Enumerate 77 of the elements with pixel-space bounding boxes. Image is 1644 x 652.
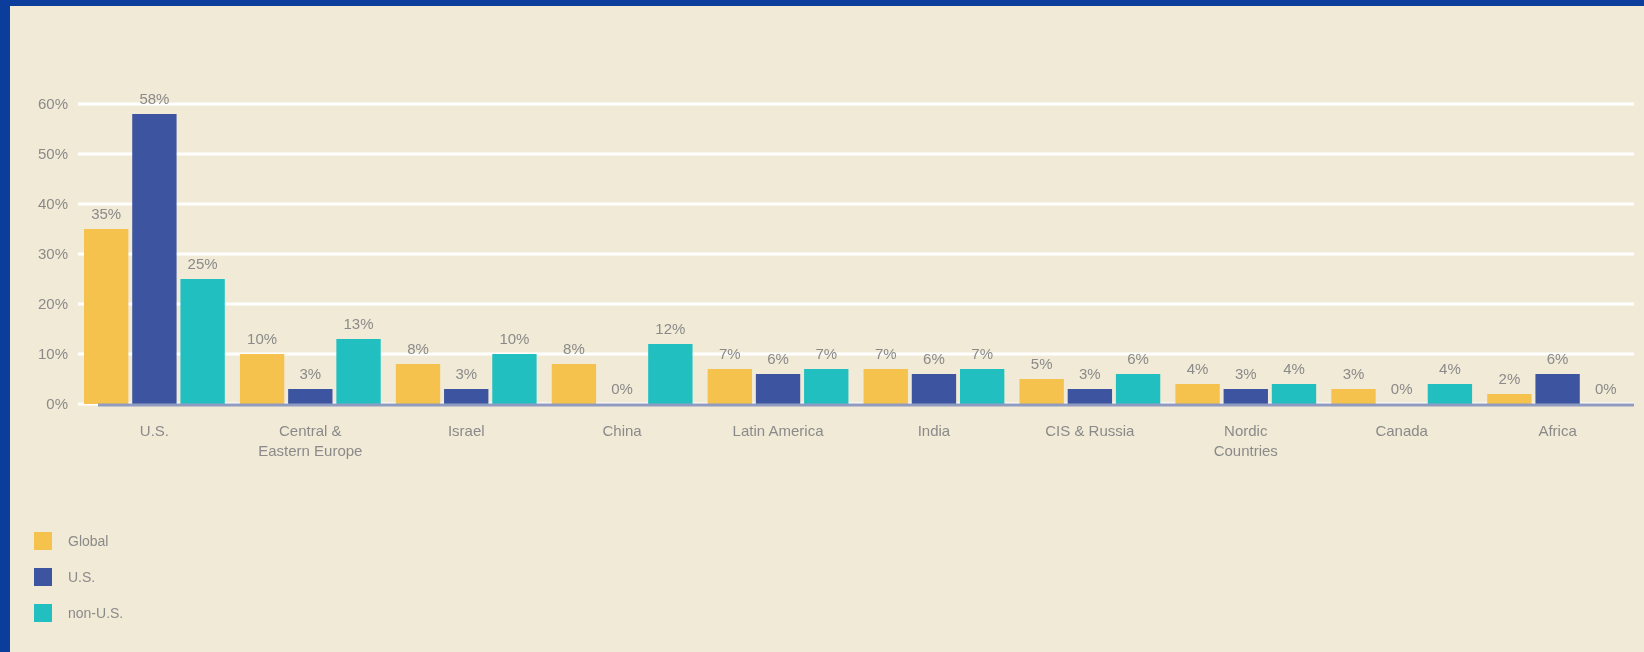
y-tick-label: 60% (37, 95, 68, 113)
bar (911, 374, 957, 404)
text: 4% (1439, 360, 1461, 377)
text: 3% (455, 365, 478, 382)
text: 8% (407, 340, 429, 357)
x-tick-label: Latin America (732, 422, 825, 439)
bar (180, 279, 225, 404)
text: 4% (1186, 360, 1209, 377)
bar (804, 369, 849, 404)
bar (1115, 374, 1161, 404)
bar (551, 364, 597, 404)
text: 0% (1390, 380, 1413, 397)
legend-label: Global (68, 533, 109, 549)
text: 7% (718, 345, 741, 362)
bar (132, 114, 177, 404)
y-tick-label: 10% (37, 345, 68, 363)
text: 5% (1030, 355, 1053, 372)
text: 7% (874, 345, 897, 362)
bar (1487, 394, 1532, 404)
text: 3% (1079, 365, 1101, 382)
bar (1427, 384, 1473, 404)
y-tick-label: 30% (37, 245, 68, 263)
text: 10% (499, 330, 530, 347)
text: 12% (655, 320, 686, 337)
y-tick-label: 0% (46, 395, 68, 413)
text: 6% (1127, 350, 1149, 367)
x-tick-label: CIS & Russia (1045, 422, 1136, 439)
text: 7% (971, 345, 994, 362)
text: 4% (1283, 360, 1305, 377)
text: 58% (139, 90, 170, 107)
bar (1271, 384, 1317, 404)
bar (444, 389, 489, 404)
bar (1067, 389, 1113, 404)
text: 8% (563, 340, 585, 357)
bar (863, 369, 908, 404)
bar (1175, 384, 1220, 404)
text: 35% (91, 205, 122, 222)
x-tick-label: Nordic Countries (1213, 422, 1278, 459)
bar (239, 354, 285, 404)
bar (1535, 374, 1580, 404)
bar (395, 364, 441, 404)
text: 6% (767, 350, 789, 367)
text: 3% (299, 365, 322, 382)
text: 6% (923, 350, 945, 367)
x-tick-label: Israel (447, 422, 485, 439)
y-tick-label: 50% (37, 145, 68, 163)
x-tick-label: China (602, 422, 643, 439)
bar (755, 374, 801, 404)
legend-label: U.S. (68, 569, 96, 585)
x-tick-label: Canada (1375, 422, 1429, 439)
text: 2% (1498, 370, 1521, 387)
text: 3% (1342, 365, 1365, 382)
text: 0% (1594, 380, 1617, 397)
y-tick-label: 20% (37, 295, 68, 313)
text: 10% (247, 330, 278, 347)
text: 13% (343, 315, 374, 332)
x-tick-label: India (917, 422, 951, 439)
bar (336, 339, 381, 404)
x-tick-label: Africa (1538, 422, 1578, 439)
bar (492, 354, 537, 404)
text: 6% (1546, 350, 1569, 367)
bar (648, 344, 693, 404)
bar (288, 389, 333, 404)
x-tick-label: Central & Eastern Europe (258, 422, 363, 459)
text: 25% (187, 255, 218, 272)
text: 0% (611, 380, 633, 397)
bar (1223, 389, 1268, 404)
bar (707, 369, 753, 404)
bar (959, 369, 1005, 404)
text: 3% (1234, 365, 1257, 382)
legend-label: non-U.S. (68, 605, 124, 621)
text: 7% (815, 345, 838, 362)
bar (84, 229, 129, 404)
bar (1331, 389, 1376, 404)
x-tick-label: U.S. (139, 422, 169, 439)
y-tick-label: 40% (37, 195, 68, 213)
bar (1019, 379, 1064, 404)
